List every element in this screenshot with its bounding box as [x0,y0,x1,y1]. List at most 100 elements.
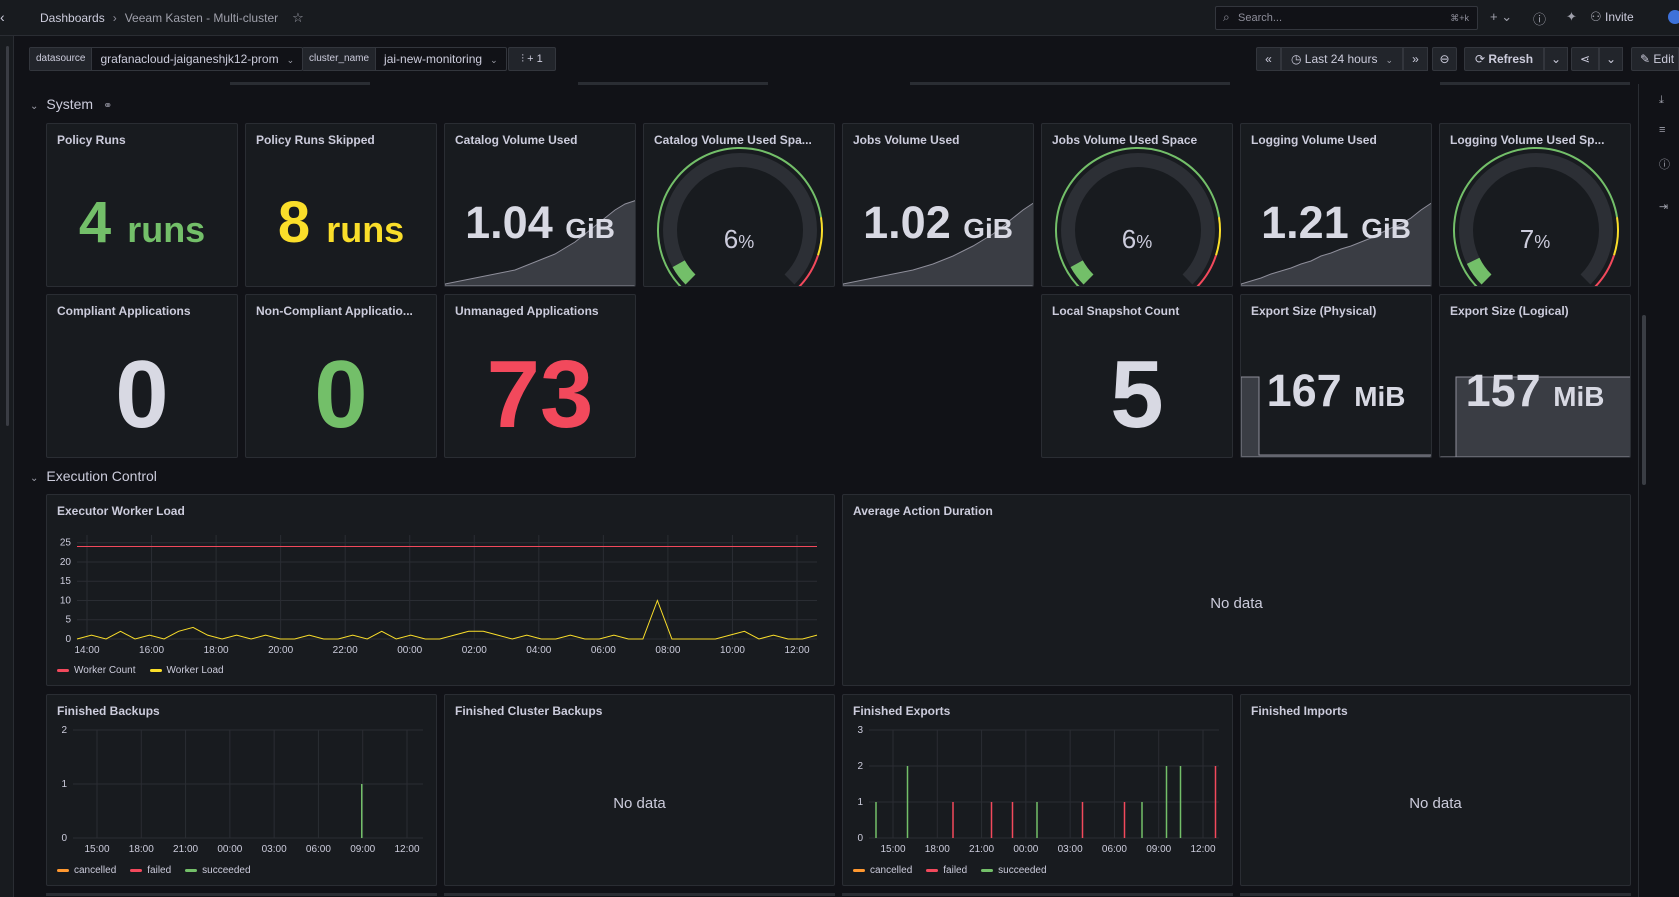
sliders-icon: ⫶ [521,53,528,65]
x-tick-label: 09:00 [350,844,375,855]
right-scrollbar[interactable] [1642,315,1646,485]
time-shift-back-button[interactable]: « [1256,47,1281,71]
stat-unit: runs [127,209,206,250]
legend-item[interactable]: failed [926,865,967,876]
legend-swatch [185,868,198,872]
panel-catalog-volume-used-space[interactable]: Catalog Volume Used Spa... 6% [643,123,835,287]
x-tick-label: 16:00 [139,645,164,656]
star-icon[interactable]: ☆ [292,10,304,25]
x-tick-label: 08:00 [655,645,680,656]
legend-label: succeeded [202,865,251,876]
legend-item[interactable]: succeeded [981,865,1047,876]
panel-export-size-logical[interactable]: Export Size (Logical) 157 MiB [1439,294,1631,458]
legend-item[interactable]: failed [130,865,171,876]
gauge-track [1459,153,1613,285]
gauge-value-arc [1466,257,1492,285]
panel-title: Unmanaged Applications [455,304,599,318]
right-toolbar: ⤓ ≡ ⓘ ⇥ [1638,84,1679,897]
info-icon[interactable]: ⓘ [1659,159,1670,171]
legend-item[interactable]: cancelled [57,865,116,876]
gauge-unit: % [738,232,755,252]
panel-average-action-duration[interactable]: Average Action Duration No data [842,494,1631,686]
share-button[interactable]: ⋖ [1571,47,1599,71]
panel-jobs-volume-used[interactable]: Jobs Volume Used 1.02 GiB [842,123,1034,287]
download-icon[interactable]: ⤓ [1659,94,1664,106]
legend-label: cancelled [74,865,117,876]
legend-item[interactable]: succeeded [185,865,251,876]
zoom-out-button[interactable]: ⊖ [1432,47,1457,71]
panel-logging-volume-used[interactable]: Logging Volume Used 1.21 GiB [1240,123,1432,287]
panel-finished-backups[interactable]: Finished Backups 0 1 2 15:00 18:00 21:00 00:00… [46,694,437,886]
legend-item[interactable]: Worker Load [149,665,224,676]
panel-jobs-volume-used-space[interactable]: Jobs Volume Used Space 6% [1041,123,1233,287]
back-chevron-icon[interactable]: ‹ [0,9,5,25]
stat-value: 1.02 GiB [843,197,1033,249]
refresh-button[interactable]: ⟳ Refresh [1464,47,1544,71]
panel-title: Policy Runs [57,133,126,147]
x-tick-label: 09:00 [1146,844,1171,855]
panel-title: Catalog Volume Used Spa... [654,133,812,147]
finished-exports-chart[interactable]: 0 1 2 3 15:00 18:00 21:00 00:00 03:00 06:00 09:00 1… [843,695,1233,886]
panel-non-compliant-applications[interactable]: Non-Compliant Applicatio... 0 [245,294,437,458]
panel-export-size-physical[interactable]: Export Size (Physical) 167 MiB [1240,294,1432,458]
refresh-interval-dropdown[interactable]: ⌄ [1544,47,1568,71]
legend-item[interactable]: Worker Count [57,665,136,676]
sparkline-area [843,202,1033,286]
panel-title: Export Size (Logical) [1450,304,1569,318]
panel-local-snapshot-count[interactable]: Local Snapshot Count 5 [1041,294,1233,458]
x-tick-label: 02:00 [462,645,487,656]
time-range-label: Last 24 hours [1304,52,1378,66]
panel-finished-cluster-backups[interactable]: Finished Cluster Backups No data [444,694,835,886]
finished-backups-chart[interactable]: 0 1 2 15:00 18:00 21:00 00:00 03:00 06:00 09:00 12… [47,695,437,886]
panel-policy-runs[interactable]: Policy Runs 4 runs [46,123,238,287]
panel-title: Policy Runs Skipped [256,133,375,147]
share-dropdown[interactable]: ⌄ [1599,47,1623,71]
cluster-name-variable[interactable]: cluster_name jai-new-monitoring ⌄ [302,47,507,71]
sparkle-icon[interactable]: ✦ [1566,9,1577,24]
panel-title: Export Size (Physical) [1251,304,1377,318]
panel-title: Executor Worker Load [57,504,185,518]
edit-button[interactable]: ✎ Edit [1631,47,1679,71]
gauge [1453,147,1619,286]
panel-logging-volume-used-space[interactable]: Logging Volume Used Sp... 7% [1439,123,1631,287]
datasource-select[interactable]: grafanacloud-jaiganeshjk12-prom ⌄ [92,48,302,70]
panel-unmanaged-applications[interactable]: Unmanaged Applications 73 [444,294,636,458]
time-shift-forward-button[interactable]: » [1403,47,1428,71]
invite-button[interactable]: Invite [1605,10,1634,24]
panel-catalog-volume-used[interactable]: Catalog Volume Used 1.04 GiB [444,123,636,287]
stat-value: 1.21 GiB [1241,197,1431,249]
stat-number: 167 [1266,365,1342,416]
list-icon[interactable]: ≡ [1659,124,1666,136]
sparkline [445,200,635,286]
cluster-name-value: jai-new-monitoring [384,52,483,66]
x-tick-label: 03:00 [1058,844,1083,855]
breadcrumb-dashboards[interactable]: Dashboards [40,11,105,25]
gauge-threshold-red [798,255,819,286]
cluster-name-select[interactable]: jai-new-monitoring ⌄ [376,48,506,70]
row-execution-control[interactable]: ⌄ Execution Control [30,468,157,484]
panel-finished-exports[interactable]: Finished Exports 0 1 2 3 15:00 18:00 21:00 00:0… [842,694,1233,886]
datasource-variable[interactable]: datasource grafanacloud-jaiganeshjk12-pr… [29,47,304,71]
sparkline-area [1440,376,1630,457]
panel-compliant-applications[interactable]: Compliant Applications 0 [46,294,238,458]
collapse-panel-icon[interactable]: ⇥ [1659,201,1669,213]
panel-executor-worker-load[interactable]: Executor Worker Load 0 5 10 15 20 25 14:00 16:0… [46,494,835,686]
search-input[interactable]: ⌕ Search... ⌘+k [1215,6,1478,30]
gauge-threshold-yellow [1215,217,1221,256]
legend-swatch [57,668,69,672]
gauge [657,147,823,286]
time-range-picker[interactable]: ◷ Last 24 hours ⌄ [1281,47,1403,71]
legend-item[interactable]: cancelled [853,865,912,876]
link-icon[interactable]: ⚭ [103,100,113,112]
help-icon[interactable]: ⓘ [1533,12,1547,27]
panel-policy-runs-skipped[interactable]: Policy Runs Skipped 8 runs [245,123,437,287]
add-plus-icon[interactable]: + ⌄ [1490,9,1513,24]
avatar[interactable] [1668,10,1679,24]
worker-load-chart[interactable]: 0 5 10 15 20 25 14:00 16:00 18:00 20:00 22:00 00:00… [47,495,835,686]
panel-finished-imports[interactable]: Finished Imports No data [1240,694,1631,886]
row-system[interactable]: ⌄ System ⚭ [30,96,112,112]
stat-number: 8 [277,190,311,255]
left-scrollbar[interactable] [6,46,9,426]
stat-number: 1.02 [863,197,951,248]
filter-button[interactable]: ⫶ + 1 [508,47,556,71]
